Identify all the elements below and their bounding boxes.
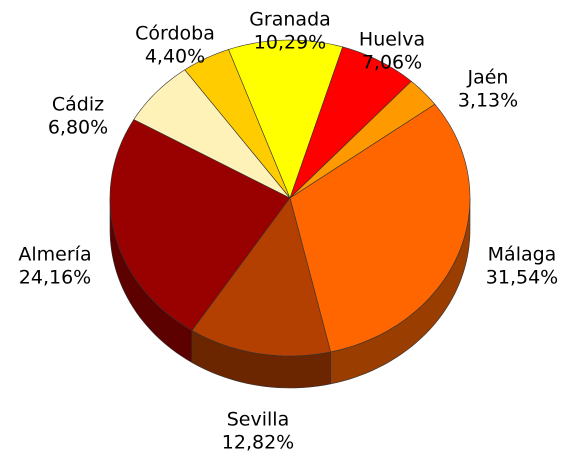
slice <box>289 46 412 199</box>
slice <box>184 49 291 199</box>
slice <box>109 119 291 331</box>
slice <box>289 103 471 353</box>
slice-value-label: 4,40% <box>145 46 205 68</box>
slice <box>191 197 332 357</box>
slice <box>289 80 436 199</box>
slice-value-label: 7,06% <box>362 52 422 74</box>
slice-label: Cádiz <box>52 94 104 116</box>
slice <box>228 39 344 199</box>
slice-label: Sevilla <box>227 409 289 431</box>
slice-value-label: 12,82% <box>222 432 294 454</box>
slice-label: Córdoba <box>135 23 215 45</box>
slice-value-label: 6,80% <box>48 117 108 139</box>
slice-value-label: 24,16% <box>19 267 91 289</box>
slice-value-label: 3,13% <box>458 90 518 112</box>
slice-value-label: 31,54% <box>486 267 558 289</box>
slice-value-label: 10,29% <box>254 32 326 54</box>
slice-label: Granada <box>249 9 331 31</box>
slice-label: Huelva <box>359 29 425 51</box>
slice-label: Almería <box>18 244 91 266</box>
slice-label: Jaén <box>467 67 509 89</box>
slice <box>133 69 291 199</box>
slice-label: Málaga <box>488 244 557 266</box>
